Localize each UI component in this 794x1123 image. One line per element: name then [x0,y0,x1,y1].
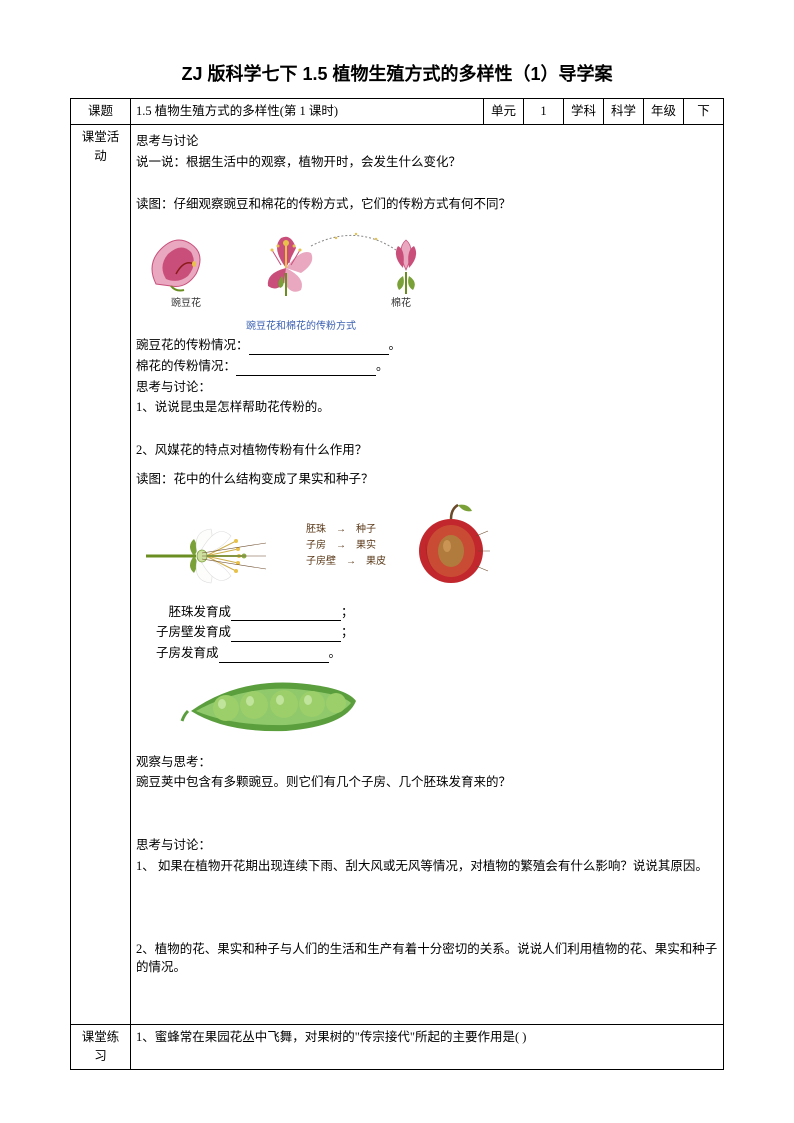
dev3-line: 子房发育成。 [136,644,718,663]
pea-pollination-line: 豌豆花的传粉情况：。 [136,336,718,355]
exercise-label: 课堂练习 [71,1025,131,1070]
read1: 读图：仔细观察豌豆和棉花的传粉方式，它们的传粉方式有何不同？ [136,195,718,214]
cotton-pollination-line: 棉花的传粉情况：。 [136,357,718,376]
fruit-illustration: 胚珠 → 种子 子房 → 果实 子房壁 → 果皮 [136,495,718,597]
activity-content: 思考与讨论 说一说：根据生活中的观察，植物开时，会发生什么变化？ 读图：仔细观察… [131,124,724,1024]
pea-flower-label: 豌豆花 [136,296,236,311]
pea-pod-icon [136,665,718,751]
blank-input[interactable] [249,341,389,355]
blank-input[interactable] [231,607,341,621]
flower-cross-section-icon [136,501,286,591]
blank-input[interactable] [236,362,376,376]
exercise-q1: 1、蜜蜂常在果园花丛中飞舞，对果树的"传宗接代"所起的主要作用是( ) [136,1028,718,1047]
activity-label: 课堂活动 [71,124,131,1024]
unit-value: 1 [524,99,564,125]
think1-question: 说一说：根据生活中的观察，植物开时，会发生什么变化？ [136,153,718,172]
page-title: ZJ 版科学七下 1.5 植物生殖方式的多样性（1）导学案 [70,60,724,86]
grade-label: 年级 [644,99,684,125]
worksheet-table: 课题 1.5 植物生殖方式的多样性(第 1 课时) 单元 1 学科 科学 年级 … [70,98,724,1070]
pea-flower-icon: 豌豆花 [136,224,236,311]
think2-q1: 1、说说昆虫是怎样帮助花传粉的。 [136,398,718,417]
think3-heading: 思考与讨论： [136,836,718,855]
subject-label: 学科 [564,99,604,125]
unit-label: 单元 [484,99,524,125]
think1-heading: 思考与讨论 [136,132,718,151]
exercise-content: 1、蜜蜂常在果园花丛中飞舞，对果树的"传宗接代"所起的主要作用是( ) [131,1025,724,1070]
activity-row: 课堂活动 思考与讨论 说一说：根据生活中的观察，植物开时，会发生什么变化？ 读图… [71,124,724,1024]
observe-heading: 观察与思考： [136,753,718,772]
think3-q2: 2、植物的花、果实和种子与人们的生活和生产有着十分密切的关系。说说人们利用植物的… [136,940,718,978]
header-row: 课题 1.5 植物生殖方式的多样性(第 1 课时) 单元 1 学科 科学 年级 … [71,99,724,125]
think2-q2: 2、风媒花的特点对植物传粉有什么作用？ [136,441,718,460]
topic-value: 1.5 植物生殖方式的多样性(第 1 课时) [131,99,484,125]
read2: 读图：花中的什么结构变成了果实和种子？ [136,470,718,489]
subject-value: 科学 [604,99,644,125]
flower-illustration: 豌豆花 [136,220,718,313]
cotton-flower-icon: 棉花 [256,228,456,311]
blank-input[interactable] [219,649,329,663]
dev2-line: 子房壁发育成； [136,623,718,642]
cherry-fruit-icon [406,501,496,591]
observe-question: 豌豆荚中包含有多颗豌豆。则它们有几个子房、几个胚珠发育来的？ [136,773,718,792]
grade-value: 下 [684,99,724,125]
blank-input[interactable] [231,628,341,642]
think3-q1: 1、 如果在植物开花期出现连续下雨、刮大风或无风等情况，对植物的繁殖会有什么影响… [136,857,718,876]
cotton-flower-label: 棉花 [256,296,456,311]
topic-label: 课题 [71,99,131,125]
think2-heading: 思考与讨论： [136,378,718,397]
dev1-line: 胚珠发育成； [136,603,718,622]
exercise-row: 课堂练习 1、蜜蜂常在果园花丛中飞舞，对果树的"传宗接代"所起的主要作用是( ) [71,1025,724,1070]
flower-caption: 豌豆花和棉花的传粉方式 [136,319,718,334]
fruit-label-text: 胚珠 → 种子 子房 → 果实 子房壁 → 果皮 [306,522,386,570]
